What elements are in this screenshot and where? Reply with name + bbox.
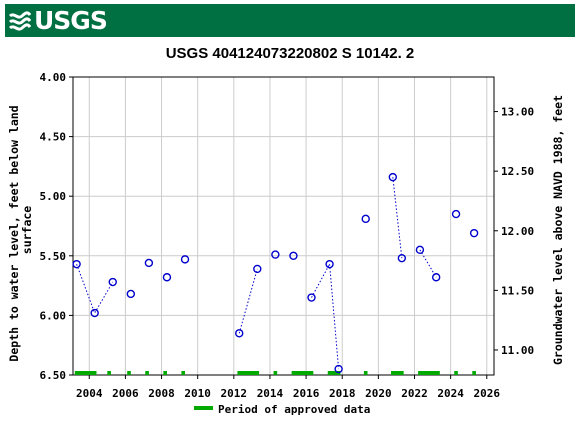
data-point bbox=[180, 255, 190, 264]
x-tick-label: 2018 bbox=[329, 387, 356, 400]
y-left-tick-label: 5.50 bbox=[40, 250, 67, 263]
data-point bbox=[388, 172, 398, 182]
x-tick-label: 2016 bbox=[293, 387, 320, 400]
y-left-tick-label: 4.00 bbox=[40, 71, 67, 84]
data-point bbox=[361, 214, 370, 224]
approved-period-bar bbox=[327, 371, 341, 375]
data-point bbox=[307, 293, 316, 302]
y-right-tick-label: 11.50 bbox=[501, 284, 534, 297]
approved-period-bar bbox=[181, 371, 186, 375]
x-tick-label: 2006 bbox=[112, 387, 139, 400]
data-point bbox=[108, 277, 117, 287]
data-point bbox=[415, 245, 425, 255]
approved-period-bar bbox=[472, 371, 476, 375]
approved-period-bar bbox=[291, 371, 314, 375]
approved-period-bar bbox=[74, 371, 97, 375]
data-point bbox=[144, 258, 154, 268]
x-tick-label: 2010 bbox=[184, 387, 211, 400]
y-right-tick-label: 12.50 bbox=[501, 165, 534, 178]
usgs-logo[interactable]: USGS bbox=[9, 6, 108, 35]
plot-frame bbox=[72, 76, 495, 376]
x-tick-label: 2012 bbox=[221, 387, 248, 400]
data-point bbox=[431, 273, 441, 282]
approved-period-bar bbox=[107, 371, 111, 375]
y-left-tick-label: 5.00 bbox=[40, 190, 67, 203]
approved-periods bbox=[74, 371, 476, 375]
series-connector-line bbox=[76, 263, 114, 315]
legend: Period of approved data bbox=[194, 403, 370, 416]
data-point bbox=[235, 329, 244, 338]
y-left-tick-label: 4.50 bbox=[40, 131, 67, 144]
usgs-logo-text: USGS bbox=[34, 6, 108, 35]
series-connector-line bbox=[419, 249, 437, 278]
approved-period-bar bbox=[363, 371, 368, 375]
y-right-tick-label: 11.00 bbox=[501, 344, 534, 357]
data-point bbox=[90, 308, 99, 318]
approved-period-bar bbox=[127, 371, 131, 375]
usgs-banner: USGS bbox=[5, 4, 575, 37]
series-connectors bbox=[76, 177, 437, 370]
data-point bbox=[451, 209, 461, 219]
approved-period-bar bbox=[454, 371, 458, 375]
y-right-tick-label: 13.00 bbox=[501, 106, 534, 119]
x-tick-label: 2020 bbox=[365, 387, 392, 400]
x-axis: 2004 2006 2008 2010 2012 2014 2016 2018 2020 2022… bbox=[76, 375, 500, 400]
data-points bbox=[72, 172, 479, 374]
x-tick-label: 2022 bbox=[401, 387, 428, 400]
approved-period-bar bbox=[145, 371, 149, 375]
series-connector-line bbox=[311, 263, 331, 298]
y-left-tick-label: 6.50 bbox=[40, 369, 67, 382]
approved-period-bar bbox=[418, 371, 440, 375]
y-left-tick-label: 6.00 bbox=[40, 309, 67, 322]
data-point bbox=[289, 251, 298, 261]
approved-period-bar bbox=[391, 371, 404, 375]
data-point bbox=[325, 259, 334, 269]
usgs-wave-icon bbox=[9, 10, 31, 31]
legend-swatch bbox=[194, 406, 213, 410]
y-axis-right: 11.00 11.50 12.00 12.50 13.00 bbox=[494, 106, 534, 357]
series-connector-line bbox=[238, 268, 258, 334]
approved-period-bar bbox=[237, 371, 260, 375]
legend-label: Period of approved data bbox=[218, 403, 370, 416]
data-point bbox=[334, 364, 343, 374]
x-tick-label: 2008 bbox=[148, 387, 175, 400]
data-point bbox=[271, 250, 280, 259]
y-axis-left: 4.00 4.50 5.00 5.50 6.00 6.50 bbox=[40, 71, 73, 382]
data-point bbox=[469, 228, 479, 238]
data-point bbox=[72, 259, 81, 269]
data-point bbox=[126, 289, 136, 299]
y-axis-left-label: Depth to water level, feet below land su… bbox=[7, 98, 34, 361]
approved-period-bar bbox=[273, 371, 278, 375]
data-point bbox=[162, 273, 172, 282]
approved-period-bar bbox=[163, 371, 167, 375]
data-point bbox=[397, 253, 407, 263]
y-axis-right-label: Groundwater level above NAVD 1988, feet bbox=[551, 95, 565, 365]
grid-lines bbox=[73, 76, 494, 376]
series-connector-line bbox=[392, 177, 403, 259]
x-tick-label: 2026 bbox=[474, 387, 501, 400]
y-axis-left-label-line1: Depth to water level, feet below land bbox=[7, 105, 21, 361]
y-axis-left-label-line2: surface bbox=[20, 206, 34, 255]
chart-title: USGS 404124073220802 S 10142. 2 bbox=[166, 45, 415, 62]
x-tick-label: 2014 bbox=[257, 387, 284, 400]
data-point bbox=[253, 264, 262, 274]
x-tick-label: 2024 bbox=[437, 387, 464, 400]
x-tick-label: 2004 bbox=[76, 387, 103, 400]
series-connector-line bbox=[329, 264, 340, 370]
y-right-tick-label: 12.00 bbox=[501, 225, 534, 238]
